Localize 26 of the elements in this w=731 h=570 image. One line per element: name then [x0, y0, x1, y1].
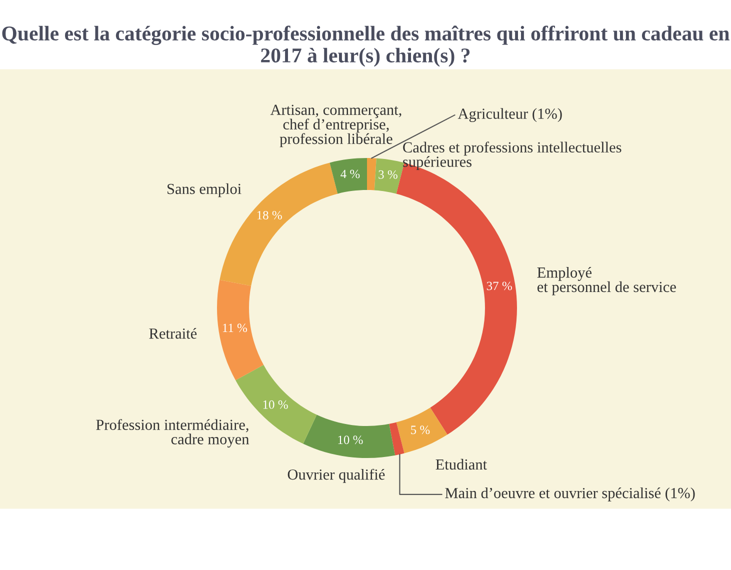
slice-label: Employé et personnel de service: [537, 266, 676, 296]
data-label: 5 %: [411, 426, 430, 434]
slice-label: Profession intermédiaire, cadre moyen: [96, 419, 250, 448]
slice-label: Artisan, commerçant, chef d’entreprise, profession libérale: [270, 104, 402, 148]
donut-slice: [374, 158, 404, 194]
donut-slice: [330, 158, 367, 194]
data-label: 3 %: [378, 170, 398, 179]
data-label: 10 %: [263, 400, 288, 409]
slice-label: Main d’oeuvre et ouvrier spécialisé (1%): [445, 487, 695, 502]
slice-label: Ouvrier qualifié: [288, 468, 385, 483]
donut-slice: [303, 414, 396, 458]
data-label: 10 %: [338, 436, 363, 444]
donut-slice: [389, 422, 404, 456]
donut-slice: [217, 280, 264, 380]
data-label: 18 %: [257, 210, 282, 220]
donut-slice: [367, 158, 376, 190]
data-label: 4 %: [340, 170, 360, 178]
donut-slice: [396, 408, 448, 454]
slice-label: Cadres et professions intellectuelles supérieures: [403, 142, 622, 170]
data-label: 37 %: [486, 282, 512, 290]
data-label: 11 %: [222, 324, 248, 332]
slice-label: Retraité: [149, 328, 197, 339]
slice-label: Etudiant: [436, 458, 487, 470]
chart-title: Quelle est la catégorie socio-professionnelle des maîtres qui offriront un cadeau en 2017 à leur(s) chien(s) ?: [2, 26, 730, 67]
slice-label: Sans emploi: [168, 183, 242, 198]
slice-label: Agriculteur (1%): [458, 108, 562, 122]
